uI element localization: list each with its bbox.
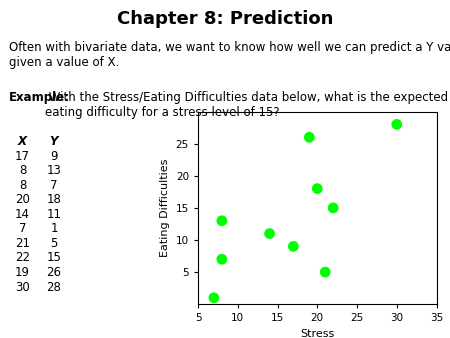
Text: 11: 11 [46, 208, 62, 221]
Text: X: X [18, 135, 27, 148]
Text: 13: 13 [46, 164, 62, 177]
Text: 22: 22 [15, 251, 30, 264]
Point [218, 218, 225, 223]
Text: Y: Y [50, 135, 58, 148]
Text: 5: 5 [50, 237, 58, 250]
Text: 1: 1 [50, 222, 58, 235]
Text: 18: 18 [46, 193, 62, 206]
Text: 20: 20 [15, 193, 30, 206]
Text: Often with bivariate data, we want to know how well we can predict a Y value
giv: Often with bivariate data, we want to kn… [9, 41, 450, 69]
Point [290, 244, 297, 249]
Point [210, 295, 217, 300]
Y-axis label: Eating Difficulties: Eating Difficulties [160, 159, 170, 257]
Text: With the Stress/Eating Difficulties data below, what is the expected level of
ea: With the Stress/Eating Difficulties data… [45, 91, 450, 119]
Point [266, 231, 273, 236]
Text: 7: 7 [19, 222, 26, 235]
Point [322, 269, 329, 275]
Point [306, 135, 313, 140]
Text: 21: 21 [15, 237, 30, 250]
Point [329, 205, 337, 211]
Text: 7: 7 [50, 179, 58, 192]
Point [218, 257, 225, 262]
Text: 28: 28 [46, 281, 62, 293]
Point [393, 122, 400, 127]
Text: 15: 15 [46, 251, 62, 264]
Point [314, 186, 321, 191]
Text: 14: 14 [15, 208, 30, 221]
X-axis label: Stress: Stress [300, 329, 334, 338]
Text: 30: 30 [15, 281, 30, 293]
Text: 8: 8 [19, 179, 26, 192]
Text: Chapter 8: Prediction: Chapter 8: Prediction [117, 10, 333, 28]
Text: 9: 9 [50, 150, 58, 163]
Text: 8: 8 [19, 164, 26, 177]
Text: 17: 17 [15, 150, 30, 163]
Text: 19: 19 [15, 266, 30, 279]
Text: 26: 26 [46, 266, 62, 279]
Text: Example:: Example: [9, 91, 70, 104]
